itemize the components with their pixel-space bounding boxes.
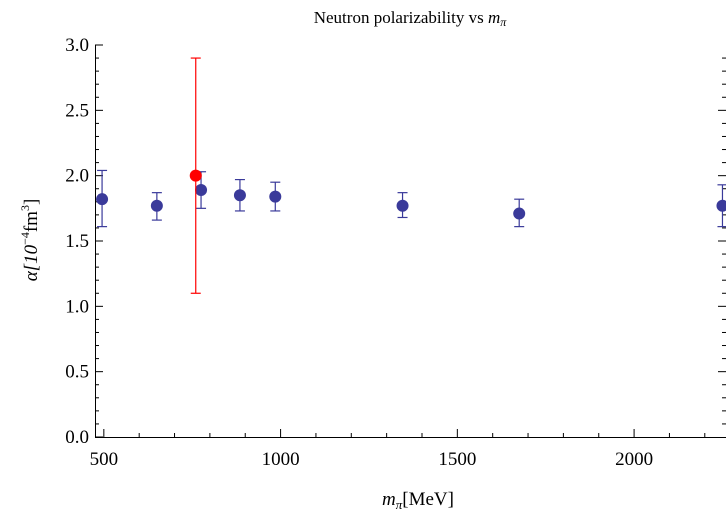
y-axis-label: α[10−4fm3] bbox=[18, 199, 42, 282]
data-point bbox=[513, 207, 526, 220]
y-tick-label: 3.0 bbox=[65, 35, 89, 56]
y-tick-label: 2.0 bbox=[65, 166, 89, 187]
y-tick-label: 0.5 bbox=[65, 362, 89, 383]
x-tick-label: 1000 bbox=[262, 449, 300, 470]
y-tick-label: 2.5 bbox=[65, 100, 89, 121]
data-points bbox=[96, 57, 726, 294]
y-tick-label: 1.5 bbox=[65, 231, 89, 252]
chart-title: Neutron polarizability vs mπ bbox=[314, 8, 508, 29]
y-ticks: 0.0 0.5 1.0 1.5 2.0 2.5 3.0 bbox=[65, 35, 103, 448]
y-tick-label: 1.0 bbox=[65, 296, 89, 317]
x-axis-label: mπ[MeV] bbox=[382, 489, 454, 512]
x-tick-label: 2000 bbox=[615, 449, 653, 470]
y-tick-label: 0.0 bbox=[65, 427, 89, 448]
data-point bbox=[150, 199, 163, 212]
x-ticks: 500 1000 1500 2000 bbox=[90, 429, 706, 470]
data-point bbox=[716, 199, 726, 212]
data-point bbox=[233, 189, 246, 202]
data-point bbox=[96, 193, 109, 206]
data-point bbox=[189, 169, 202, 182]
right-edge-ticks bbox=[718, 57, 726, 425]
data-point bbox=[396, 199, 409, 212]
data-point bbox=[269, 190, 282, 203]
data-point bbox=[195, 184, 208, 197]
x-tick-label: 500 bbox=[90, 449, 119, 470]
x-tick-label: 1500 bbox=[438, 449, 476, 470]
